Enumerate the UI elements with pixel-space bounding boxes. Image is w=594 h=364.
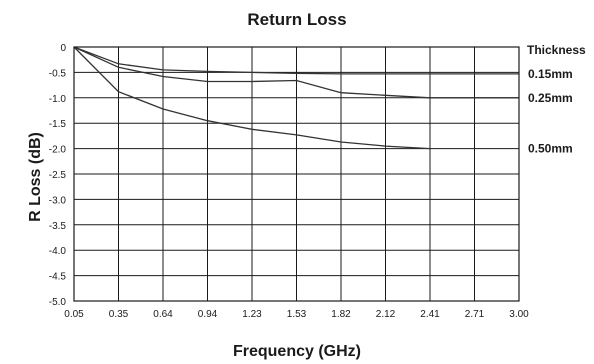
legend: 0.15mm 0.25mm 0.50mm (528, 67, 573, 156)
y-tick-label: -3.0 (49, 195, 67, 206)
plot-frame (73, 46, 520, 302)
y-tick-label: -5.0 (49, 297, 67, 308)
y-tick-label: -4.0 (49, 246, 67, 257)
x-tick-label: 2.41 (420, 309, 440, 320)
legend-label-0.25mm: 0.25mm (528, 91, 573, 105)
x-tick-label: 1.53 (287, 309, 307, 320)
y-tick-label: -0.5 (49, 68, 67, 79)
x-tick-label: 0.64 (153, 309, 173, 320)
x-tick-label: 2.71 (465, 309, 485, 320)
legend-label-0.15mm: 0.15mm (528, 67, 573, 81)
x-tick-label: 1.82 (331, 309, 351, 320)
x-tick-label: 0.35 (109, 309, 129, 320)
series-line-0.15mm (73, 46, 519, 75)
legend-label-0.50mm: 0.50mm (528, 142, 573, 156)
y-tick-label: -2.0 (49, 145, 67, 156)
series-line-0.50mm (73, 46, 431, 150)
y-tick-label: -4.5 (49, 272, 67, 283)
x-axis-label: Frequency (GHz) (233, 343, 361, 360)
y-tick-label: -3.5 (49, 221, 67, 232)
grid (74, 47, 519, 301)
legend-title: Thickness (527, 43, 586, 57)
series (73, 46, 519, 150)
x-tick-label: 3.00 (509, 309, 529, 320)
y-tick-label: 0 (60, 43, 66, 54)
y-axis-label: R Loss (dB) (27, 132, 44, 222)
x-tick-label: 1.23 (242, 309, 262, 320)
x-tick-label: 0.94 (198, 309, 218, 320)
y-tick-label: -2.5 (49, 170, 67, 181)
y-tick-label: -1.0 (49, 94, 67, 105)
x-tick-label: 0.05 (64, 309, 84, 320)
series-line-0.25mm (73, 46, 519, 99)
y-tick-label: -1.5 (49, 119, 67, 130)
x-tick-label: 2.12 (376, 309, 396, 320)
tick-labels: 0.05 0.35 0.64 0.94 1.23 1.53 1.82 2.12 2.41 2.71… (49, 43, 529, 320)
chart-title: Return Loss (247, 10, 346, 29)
